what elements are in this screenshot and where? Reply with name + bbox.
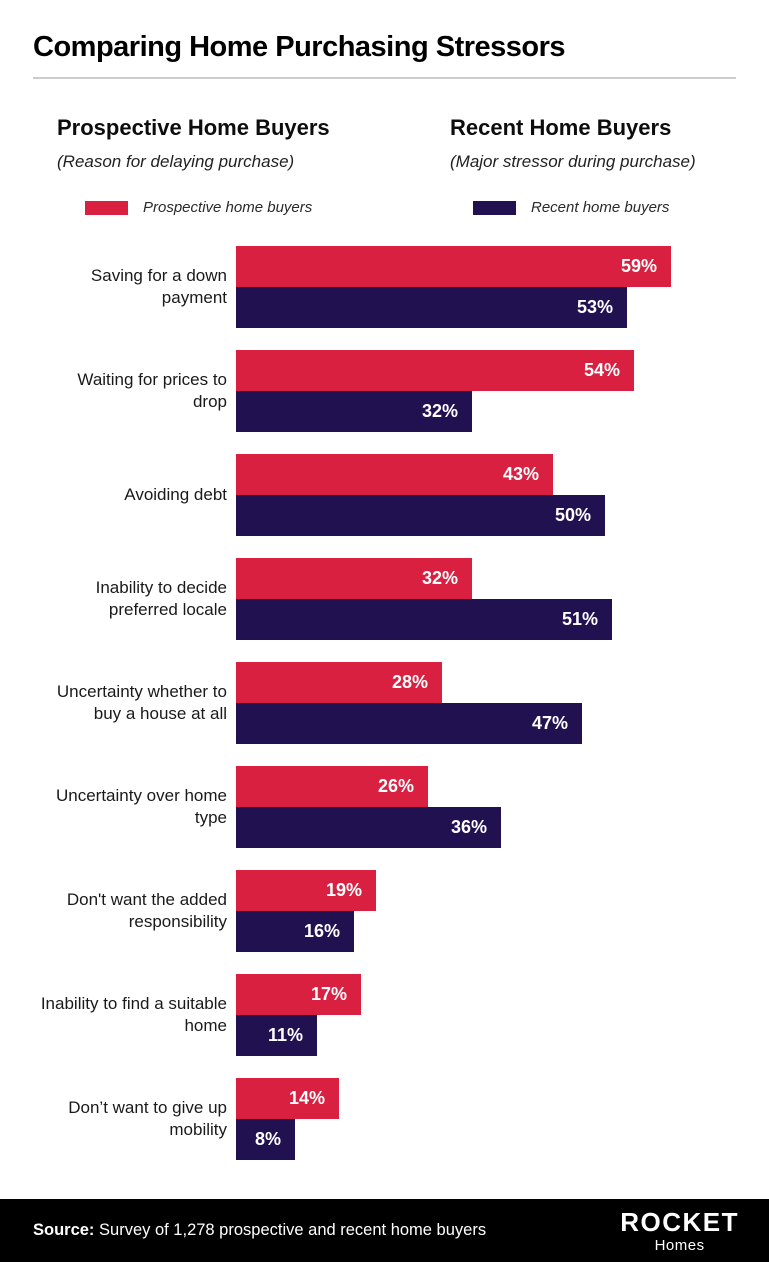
logo-line1: ROCKET: [620, 1206, 739, 1237]
right-column-header: Recent Home Buyers (Major stressor durin…: [450, 115, 696, 172]
category-label: Uncertainty over home type: [55, 786, 227, 827]
recent-color-swatch: [473, 200, 516, 215]
legend-item-recent: Recent home buyers: [473, 199, 669, 216]
chart-row: Don't want the added responsibility 19% 16…: [40, 870, 769, 952]
bar-value-label: 54%: [583, 360, 620, 380]
bar-pair: 59% 53%: [236, 246, 769, 328]
bar-value-label: 50%: [554, 505, 591, 525]
category-label: Inability to decide preferred locale: [95, 578, 227, 619]
bar-recent: 16%: [236, 911, 354, 952]
title-divider: [33, 77, 736, 79]
category-label: Don't want the added responsibility: [66, 890, 227, 931]
legend-label-prospective: Prospective home buyers: [143, 199, 313, 216]
category-label: Waiting for prices to drop: [77, 370, 227, 411]
legend-item-prospective: Prospective home buyers: [85, 199, 312, 216]
bar-value-label: 14%: [288, 1088, 325, 1108]
bar-prospective: 32%: [236, 558, 472, 599]
bar-prospective: 14%: [236, 1078, 339, 1119]
bar-value-label: 36%: [450, 817, 487, 837]
bar-value-label: 26%: [377, 776, 414, 796]
footer-bar: Source: Survey of 1,278 prospective and …: [0, 1199, 769, 1262]
logo-line2: Homes: [654, 1236, 705, 1254]
bar-value-label: 47%: [531, 713, 568, 733]
bar-prospective: 17%: [236, 974, 361, 1015]
chart-row: Inability to find a suitable home 17% 11%: [40, 974, 769, 1056]
chart-rows: Saving for a down payment 59% 53% Waiting f…: [40, 246, 769, 1160]
legend-label-recent: Recent home buyers: [531, 199, 670, 216]
bar-value-label: 16%: [303, 921, 340, 941]
bar-prospective: 54%: [236, 350, 634, 391]
chart-row: Waiting for prices to drop 54% 32%: [40, 350, 769, 432]
bar-pair: 14% 8%: [236, 1078, 769, 1160]
bar-recent: 53%: [236, 287, 627, 328]
chart-row: Uncertainty over home type 26% 36%: [40, 766, 769, 848]
bar-pair: 17% 11%: [236, 974, 769, 1056]
bar-recent: 50%: [236, 495, 605, 536]
right-column-subtitle: (Major stressor during purchase): [450, 152, 696, 171]
bar-value-label: 32%: [421, 401, 458, 421]
chart-row: Uncertainty whether to buy a house at al…: [40, 662, 769, 744]
rocket-homes-logo: ROCKET Homes: [620, 1209, 739, 1253]
source-text: Survey of 1,278 prospective and recent h…: [94, 1221, 487, 1239]
bar-value-label: 43%: [502, 464, 539, 484]
bar-value-label: 17%: [310, 984, 347, 1004]
bar-chart: Saving for a down payment 59% 53% Waiting f…: [40, 246, 769, 1160]
bar-pair: 26% 36%: [236, 766, 769, 848]
bar-prospective: 28%: [236, 662, 442, 703]
bar-value-label: 19%: [325, 880, 362, 900]
bar-value-label: 53%: [576, 297, 613, 317]
bar-recent: 36%: [236, 807, 501, 848]
bar-value-label: 59%: [620, 256, 657, 276]
page-title: Comparing Home Purchasing Stressors: [33, 31, 566, 63]
bar-pair: 32% 51%: [236, 558, 769, 640]
bar-value-label: 51%: [561, 609, 598, 629]
bar-value-label: 28%: [391, 672, 428, 692]
category-label: Saving for a down payment: [90, 266, 227, 307]
category-label: Uncertainty whether to buy a house at al…: [56, 682, 227, 723]
column-headers: Prospective Home Buyers (Reason for dela…: [0, 115, 769, 173]
prospective-color-swatch: [85, 200, 128, 215]
category-label: Don’t want to give up mobility: [68, 1098, 227, 1139]
chart-row: Avoiding debt 43% 50%: [40, 454, 769, 536]
left-column-header: Prospective Home Buyers (Reason for dela…: [57, 115, 330, 172]
left-column-title: Prospective Home Buyers: [57, 115, 330, 140]
source-label: Source:: [33, 1221, 95, 1239]
bar-pair: 54% 32%: [236, 350, 769, 432]
bar-recent: 51%: [236, 599, 612, 640]
bar-prospective: 19%: [236, 870, 376, 911]
left-column-subtitle: (Reason for delaying purchase): [57, 152, 295, 171]
bar-prospective: 59%: [236, 246, 671, 287]
bar-prospective: 26%: [236, 766, 428, 807]
bar-recent: 32%: [236, 391, 472, 432]
source-line: Source: Survey of 1,278 prospective and …: [33, 1221, 486, 1240]
chart-legend: Prospective home buyers Recent home buye…: [0, 199, 769, 217]
bar-recent: 47%: [236, 703, 582, 744]
right-column-title: Recent Home Buyers: [450, 115, 672, 140]
bar-recent: 8%: [236, 1119, 295, 1160]
category-label: Avoiding debt: [124, 485, 227, 504]
bar-recent: 11%: [236, 1015, 317, 1056]
chart-row: Saving for a down payment 59% 53%: [40, 246, 769, 328]
bar-value-label: 8%: [254, 1129, 281, 1149]
category-label: Inability to find a suitable home: [40, 994, 227, 1035]
bar-value-label: 32%: [421, 568, 458, 588]
bar-pair: 43% 50%: [236, 454, 769, 536]
chart-row: Don’t want to give up mobility 14% 8%: [40, 1078, 769, 1160]
chart-row: Inability to decide preferred locale 32% 5…: [40, 558, 769, 640]
bar-prospective: 43%: [236, 454, 553, 495]
bar-pair: 28% 47%: [236, 662, 769, 744]
bar-pair: 19% 16%: [236, 870, 769, 952]
bar-value-label: 11%: [267, 1025, 303, 1045]
logo-o-notch: O: [640, 1206, 663, 1237]
